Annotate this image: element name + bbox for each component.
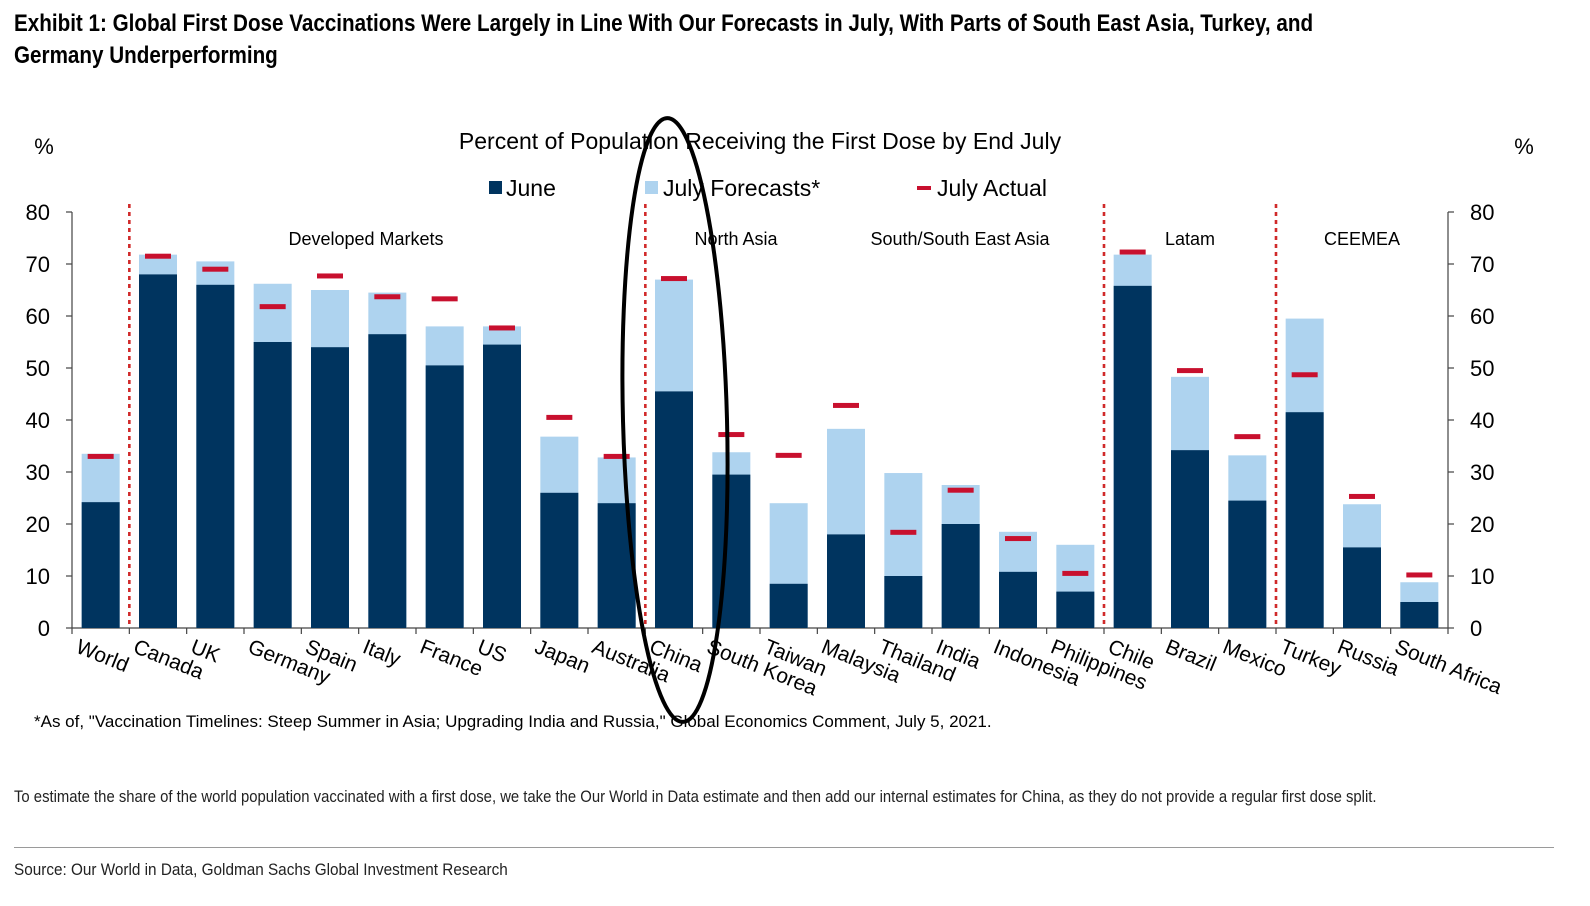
bar-june [81, 502, 120, 628]
marker-july-actual [718, 432, 745, 438]
methodology-note: To estimate the share of the world popul… [14, 788, 1377, 806]
chart-footnote: *As of, "Vaccination Timelines: Steep Su… [34, 712, 992, 731]
group-label: North Asia [694, 229, 778, 249]
bar-june [1056, 591, 1095, 628]
y-tick-label-right: 40 [1470, 408, 1494, 433]
y-axis-label-right: % [1514, 134, 1534, 159]
bar-june [769, 583, 808, 628]
marker-july-actual [1291, 372, 1318, 378]
y-tick-label-right: 0 [1470, 616, 1482, 641]
bar-june [1400, 602, 1439, 628]
marker-july-actual [1177, 368, 1203, 374]
marker-july-actual [317, 273, 343, 279]
marker-july-actual [1005, 536, 1031, 542]
x-tick-label: France [417, 635, 486, 681]
exhibit-title: Exhibit 1: Global First Dose Vaccination… [14, 10, 1314, 69]
marker-july-actual [145, 253, 171, 259]
chart-title: Percent of Population Receiving the Firs… [459, 128, 1062, 154]
divider-rule [14, 847, 1554, 848]
x-tick-label: Russia [1334, 635, 1402, 680]
bar-june [1228, 500, 1267, 628]
y-tick-label-right: 50 [1470, 356, 1494, 381]
y-tick-label-right: 60 [1470, 304, 1494, 329]
chart: Percent of Population Receiving the Firs… [26, 116, 1534, 724]
x-tick-label: Italy [359, 635, 404, 671]
bar-june [368, 334, 407, 628]
legend-swatch-forecast [645, 181, 658, 194]
bar-june [1113, 285, 1152, 628]
legend-swatch-actual [917, 186, 931, 190]
bar-june [483, 344, 521, 628]
source-line: Source: Our World in Data, Goldman Sachs… [14, 860, 508, 879]
y-tick-label-right: 80 [1470, 200, 1494, 225]
y-tick-label-left: 40 [26, 408, 50, 433]
marker-july-actual [202, 266, 229, 272]
highlight-ellipse [620, 116, 730, 724]
bar-june [941, 524, 980, 628]
y-axis-label-left: % [34, 134, 54, 159]
y-tick-label-left: 60 [26, 304, 50, 329]
x-tick-label: Mexico [1219, 635, 1289, 681]
bar-june [311, 347, 349, 628]
group-label: Latam [1165, 229, 1215, 249]
bar-june [1343, 547, 1381, 628]
y-tick-label-left: 10 [26, 564, 50, 589]
marker-july-actual [833, 402, 859, 408]
x-tick-label: World [73, 635, 132, 677]
legend: June July Forecasts* July Actual [489, 175, 1047, 201]
group-label: Developed Markets [288, 229, 443, 249]
y-tick-label-left: 30 [26, 460, 50, 485]
bar-june [655, 391, 693, 628]
y-tick-label-right: 70 [1470, 252, 1494, 277]
bar-june [827, 534, 865, 628]
marker-july-actual [1119, 249, 1146, 255]
bar-june [1171, 450, 1209, 628]
bar-june [1285, 412, 1324, 628]
marker-july-actual [661, 276, 687, 282]
x-tick-label: Brazil [1162, 635, 1219, 676]
legend-label-actual: July Actual [937, 175, 1047, 201]
x-tick-label: Turkey [1277, 635, 1345, 680]
y-tick-label-left: 70 [26, 252, 50, 277]
marker-july-actual [259, 304, 286, 310]
marker-july-actual [374, 294, 401, 300]
bar-june [139, 274, 177, 628]
bar-june [425, 365, 464, 628]
bar-june [999, 571, 1037, 628]
legend-label-june: June [506, 175, 556, 201]
marker-july-actual [775, 452, 802, 458]
marker-july-actual [546, 414, 573, 420]
marker-july-actual [431, 296, 458, 302]
marker-july-actual [1062, 570, 1089, 576]
x-tick-label: Japan [531, 635, 593, 678]
y-tick-label-right: 20 [1470, 512, 1494, 537]
marker-july-actual [947, 487, 974, 493]
marker-july-actual [1234, 434, 1261, 440]
bar-june [712, 474, 751, 628]
group-label: South/South East Asia [870, 229, 1050, 249]
bar-june [196, 284, 235, 628]
x-tick-label: South Africa [1391, 635, 1505, 699]
y-tick-label-left: 50 [26, 356, 50, 381]
group-label: CEEMEA [1324, 229, 1400, 249]
y-tick-label-right: 30 [1470, 460, 1494, 485]
marker-july-actual [890, 529, 917, 535]
y-tick-label-left: 0 [38, 616, 50, 641]
y-tick-label-right: 10 [1470, 564, 1494, 589]
marker-july-actual [603, 453, 630, 459]
bar-june [253, 342, 292, 628]
marker-july-actual [1349, 493, 1375, 499]
legend-swatch-june [489, 181, 502, 194]
y-tick-label-left: 20 [26, 512, 50, 537]
bar-june [540, 492, 579, 628]
marker-july-actual [1406, 572, 1433, 578]
marker-july-actual [87, 453, 114, 459]
bar-june [884, 576, 923, 628]
legend-label-forecast: July Forecasts* [663, 175, 820, 201]
marker-july-actual [489, 325, 515, 331]
y-tick-label-left: 80 [26, 200, 50, 225]
